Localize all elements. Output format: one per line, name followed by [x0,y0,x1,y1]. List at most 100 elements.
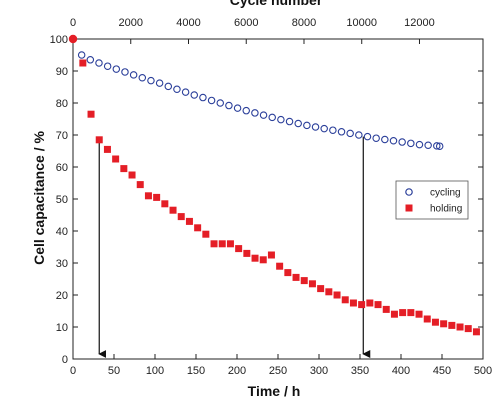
holding-point [226,240,234,248]
cycling-point [225,101,233,110]
holding-point [415,310,423,318]
cycling-point [242,106,250,115]
holding-point [472,328,480,336]
cycling-point [285,117,294,126]
cycling-point [398,138,406,146]
cycling-point [129,71,138,79]
holding-point [341,296,349,304]
holding-point [374,301,382,309]
cycling-point [433,142,441,150]
x2-tick-label: 10000 [346,17,377,29]
legend-holding-label: holding [430,204,462,215]
holding-point [128,171,136,179]
holding-point [267,251,275,259]
cycling-point [381,135,389,144]
y-tick-label: 80 [56,98,68,110]
x2-tick-label: 12000 [404,17,435,29]
legend-cycling-label: cycling [430,188,461,199]
annotation-arrows [98,136,371,358]
x2-tick-label: 6000 [234,17,258,29]
holding-point [202,230,210,238]
cycling-point [415,140,424,149]
cycling-point [355,131,363,139]
cycling-point [435,142,444,150]
cycling-point [77,51,86,59]
holding-point [169,206,177,214]
holding-point [292,273,300,281]
holding-point [235,245,243,253]
x2-tick-label: 2000 [119,17,143,29]
cycling-point [320,124,328,133]
bottom-axis: 0 50 100 150 200 250 300 350 400 450 500 [70,354,492,377]
legend: cycling holding [395,180,469,220]
holding-point [317,285,325,293]
legend-cycling-marker [405,188,413,196]
cycling-point [155,79,164,87]
holding-point [390,310,398,318]
holding-point [300,277,308,285]
x2-axis-title: Cycle number [230,0,323,8]
y-tick-label: 90 [56,66,68,78]
holding-point [153,193,161,201]
holding-point [284,269,292,277]
top-axis: 0 2000 4000 6000 8000 10000 12000 [70,17,435,44]
holding-point [358,301,366,309]
x-tick-label: 350 [351,365,369,377]
x-tick-label: 100 [146,365,164,377]
y-tick-label: 20 [56,290,68,302]
cycling-point [233,104,242,112]
cycling-point [86,56,95,64]
holding-point [464,325,472,333]
cycling-point [164,82,173,91]
holding-point [333,291,341,299]
holding-point [120,165,128,173]
cycling-point [173,85,181,93]
holding-point [366,299,374,307]
x-tick-label: 250 [269,365,287,377]
holding-point [456,323,464,331]
y-tick-label: 30 [56,258,68,270]
cycling-series [77,51,444,150]
cycling-point [337,128,346,136]
cycling-point [311,123,320,131]
cycling-point [346,129,354,138]
cycling-point [251,109,259,117]
holding-point [161,200,169,208]
left-axis: 0 10 20 30 40 50 60 70 80 90 100 [50,34,483,366]
x-tick-label: 300 [310,365,328,377]
y-axis-title: Cell capacitance / % [31,131,47,265]
cycling-point [112,65,121,73]
cycling-point [268,113,276,122]
y-tick-label: 70 [56,130,68,142]
holding-point [423,315,431,323]
holding-point [103,145,111,153]
cycling-point [138,73,147,82]
cycling-point [207,96,216,105]
y-tick-label: 60 [56,162,68,174]
holding-point [382,305,390,313]
holding-point [68,34,78,44]
x-tick-label: 450 [433,365,451,377]
x2-tick-label: 8000 [292,17,316,29]
holding-point [399,309,407,317]
holding-point [177,213,185,221]
y-tick-label: 100 [50,34,68,46]
cycling-point [199,93,207,102]
holding-point [431,318,439,326]
holding-point [407,309,415,317]
holding-point [136,181,144,189]
holding-point [210,240,218,248]
holding-point [276,262,284,270]
holding-point [325,288,333,296]
legend-holding-marker [405,204,413,212]
holding-point [95,136,103,144]
y-tick-label: 0 [62,354,68,366]
cycling-point [329,126,337,134]
holding-point [144,192,152,200]
x2-tick-label: 0 [70,17,76,29]
cycling-point [363,132,372,141]
cycling-point [424,141,432,149]
cycling-point [190,91,199,99]
x-tick-label: 50 [108,365,120,377]
y-tick-label: 40 [56,226,68,238]
